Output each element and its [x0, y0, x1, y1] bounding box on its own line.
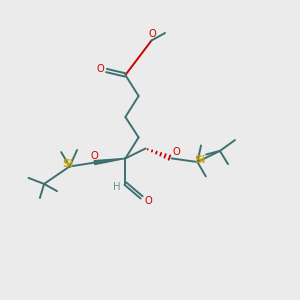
Polygon shape [94, 158, 125, 164]
Text: O: O [90, 151, 98, 161]
Text: Si: Si [62, 159, 74, 170]
Text: O: O [144, 196, 152, 206]
Text: O: O [172, 147, 180, 157]
Text: Si: Si [194, 155, 206, 165]
Text: O: O [97, 64, 104, 74]
Text: H: H [113, 182, 121, 192]
Text: O: O [148, 29, 156, 39]
